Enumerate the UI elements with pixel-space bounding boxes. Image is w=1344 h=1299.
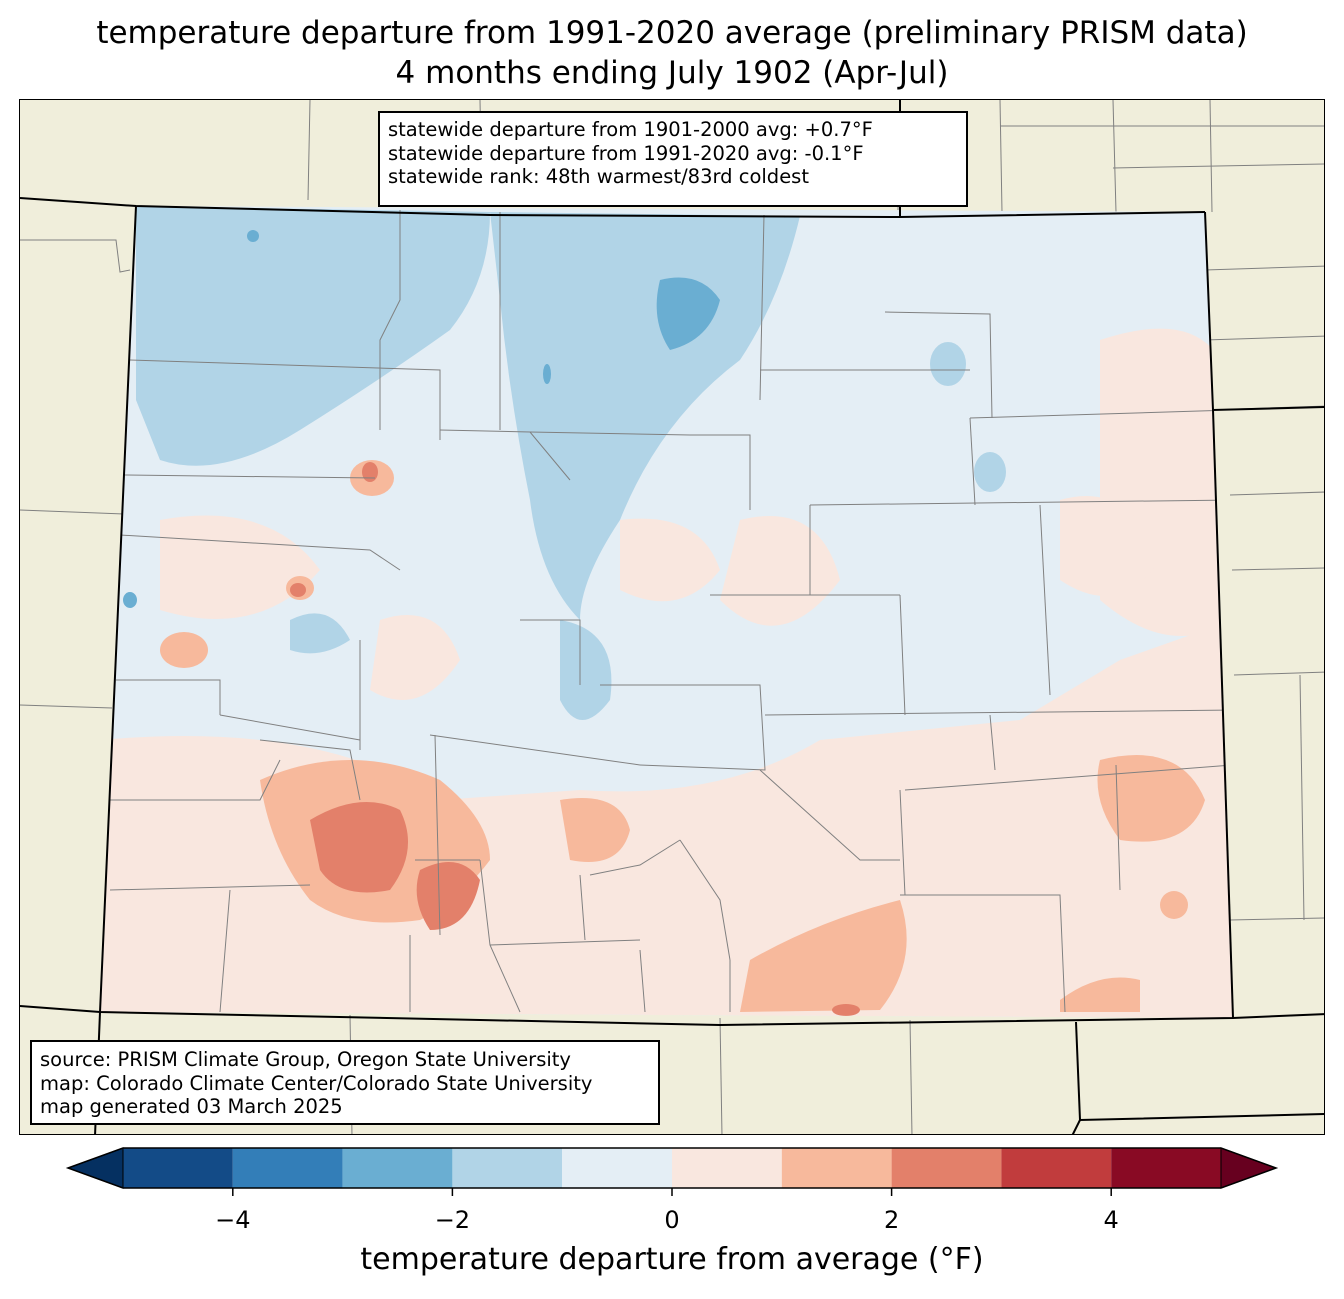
map-title-line-2: 4 months ending July 1902 (Apr-Jul) (395, 55, 949, 91)
colorbar-bin (672, 1148, 782, 1188)
colorbar-bin (781, 1148, 892, 1188)
colorbar-bin (1111, 1148, 1221, 1188)
colorbar-bin (562, 1148, 672, 1188)
colorado-departure-map (20, 100, 1324, 1134)
colorbar-tick-label: −2 (434, 1206, 471, 1234)
colorbar-bin (342, 1148, 453, 1188)
map-panel (19, 99, 1325, 1135)
colorbar-outline (65, 1147, 1279, 1189)
departure-field (100, 206, 1233, 1018)
colorbar-bins (123, 1148, 1221, 1188)
source-line: source: PRISM Climate Group, Oregon Stat… (40, 1048, 571, 1071)
statewide-stats-box: statewide departure from 1901-2000 avg: … (378, 111, 968, 207)
colorbar (65, 1147, 1279, 1196)
colorbar-tick-label: −4 (215, 1206, 251, 1234)
state-boundaries (20, 100, 1324, 1134)
county-lines (109, 210, 1233, 1013)
generated-date-line: map generated 03 March 2025 (40, 1095, 343, 1118)
colorbar-tick-label: 4 (1103, 1206, 1119, 1234)
colorbar-label: temperature departure from average (°F) (360, 1242, 984, 1277)
colorbar-bin (123, 1148, 233, 1188)
map-title-line-1: temperature departure from 1991-2020 ave… (96, 15, 1248, 51)
colorbar-tick-label: 0 (664, 1206, 680, 1234)
colorbar-bin (891, 1148, 1002, 1188)
colorbar-under-arrow (66, 1147, 124, 1189)
stats-rank: statewide rank: 48th warmest/83rd coldes… (388, 165, 809, 188)
map-credit-line: map: Colorado Climate Center/Colorado St… (40, 1071, 593, 1095)
stats-departure-1991-2020: statewide departure from 1991-2020 avg: … (388, 141, 864, 165)
colorbar-tick-label: 2 (883, 1206, 900, 1234)
colorbar-over-arrow (1220, 1147, 1278, 1189)
colorbar-bin (452, 1148, 563, 1188)
colorbar-bin (1001, 1148, 1112, 1188)
colorbar-ticks (232, 1188, 1112, 1196)
stats-departure-1901-2000: statewide departure from 1901-2000 avg: … (388, 118, 873, 141)
colorbar-bin (232, 1148, 343, 1188)
source-box: source: PRISM Climate Group, Oregon Stat… (30, 1040, 660, 1125)
